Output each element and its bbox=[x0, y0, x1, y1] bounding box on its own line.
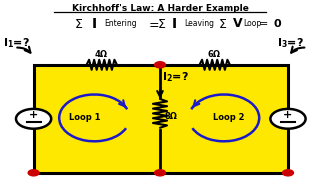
Text: $\mathbf{I_1}$=?: $\mathbf{I_1}$=? bbox=[3, 36, 30, 50]
Text: Loop 2: Loop 2 bbox=[213, 113, 244, 122]
Text: 4Ω: 4Ω bbox=[94, 50, 108, 59]
Text: Loop 1: Loop 1 bbox=[69, 113, 100, 122]
Text: $\mathbf{I}$: $\mathbf{I}$ bbox=[171, 17, 177, 31]
Text: +: + bbox=[284, 110, 292, 120]
Text: Loop: Loop bbox=[243, 19, 261, 28]
Text: $\Sigma$: $\Sigma$ bbox=[74, 18, 83, 31]
Text: $\mathbf{I_3}$=?: $\mathbf{I_3}$=? bbox=[277, 36, 304, 50]
Text: 6Ω: 6Ω bbox=[207, 50, 220, 59]
Circle shape bbox=[283, 170, 293, 176]
Text: Entering: Entering bbox=[104, 19, 137, 28]
Text: $=$: $=$ bbox=[146, 17, 159, 30]
Text: $\mathbf{I}$: $\mathbf{I}$ bbox=[91, 17, 97, 31]
Text: $\mathbf{V}$: $\mathbf{V}$ bbox=[232, 17, 244, 30]
Text: 8Ω: 8Ω bbox=[165, 112, 178, 121]
Polygon shape bbox=[34, 65, 288, 173]
Circle shape bbox=[16, 109, 51, 129]
Circle shape bbox=[270, 109, 306, 129]
Text: $\mathbf{I_2}$=?: $\mathbf{I_2}$=? bbox=[162, 70, 188, 84]
Circle shape bbox=[155, 170, 165, 176]
Text: Kirchhoff's Law: A Harder Example: Kirchhoff's Law: A Harder Example bbox=[72, 4, 248, 13]
Text: $\Sigma$: $\Sigma$ bbox=[157, 18, 166, 31]
Circle shape bbox=[155, 62, 165, 68]
Circle shape bbox=[28, 170, 39, 176]
Text: $\Sigma$: $\Sigma$ bbox=[218, 18, 227, 31]
Text: Leaving: Leaving bbox=[184, 19, 214, 28]
Text: $=$ $\mathbf{0}$: $=$ $\mathbf{0}$ bbox=[256, 17, 283, 29]
Text: +: + bbox=[29, 110, 38, 120]
